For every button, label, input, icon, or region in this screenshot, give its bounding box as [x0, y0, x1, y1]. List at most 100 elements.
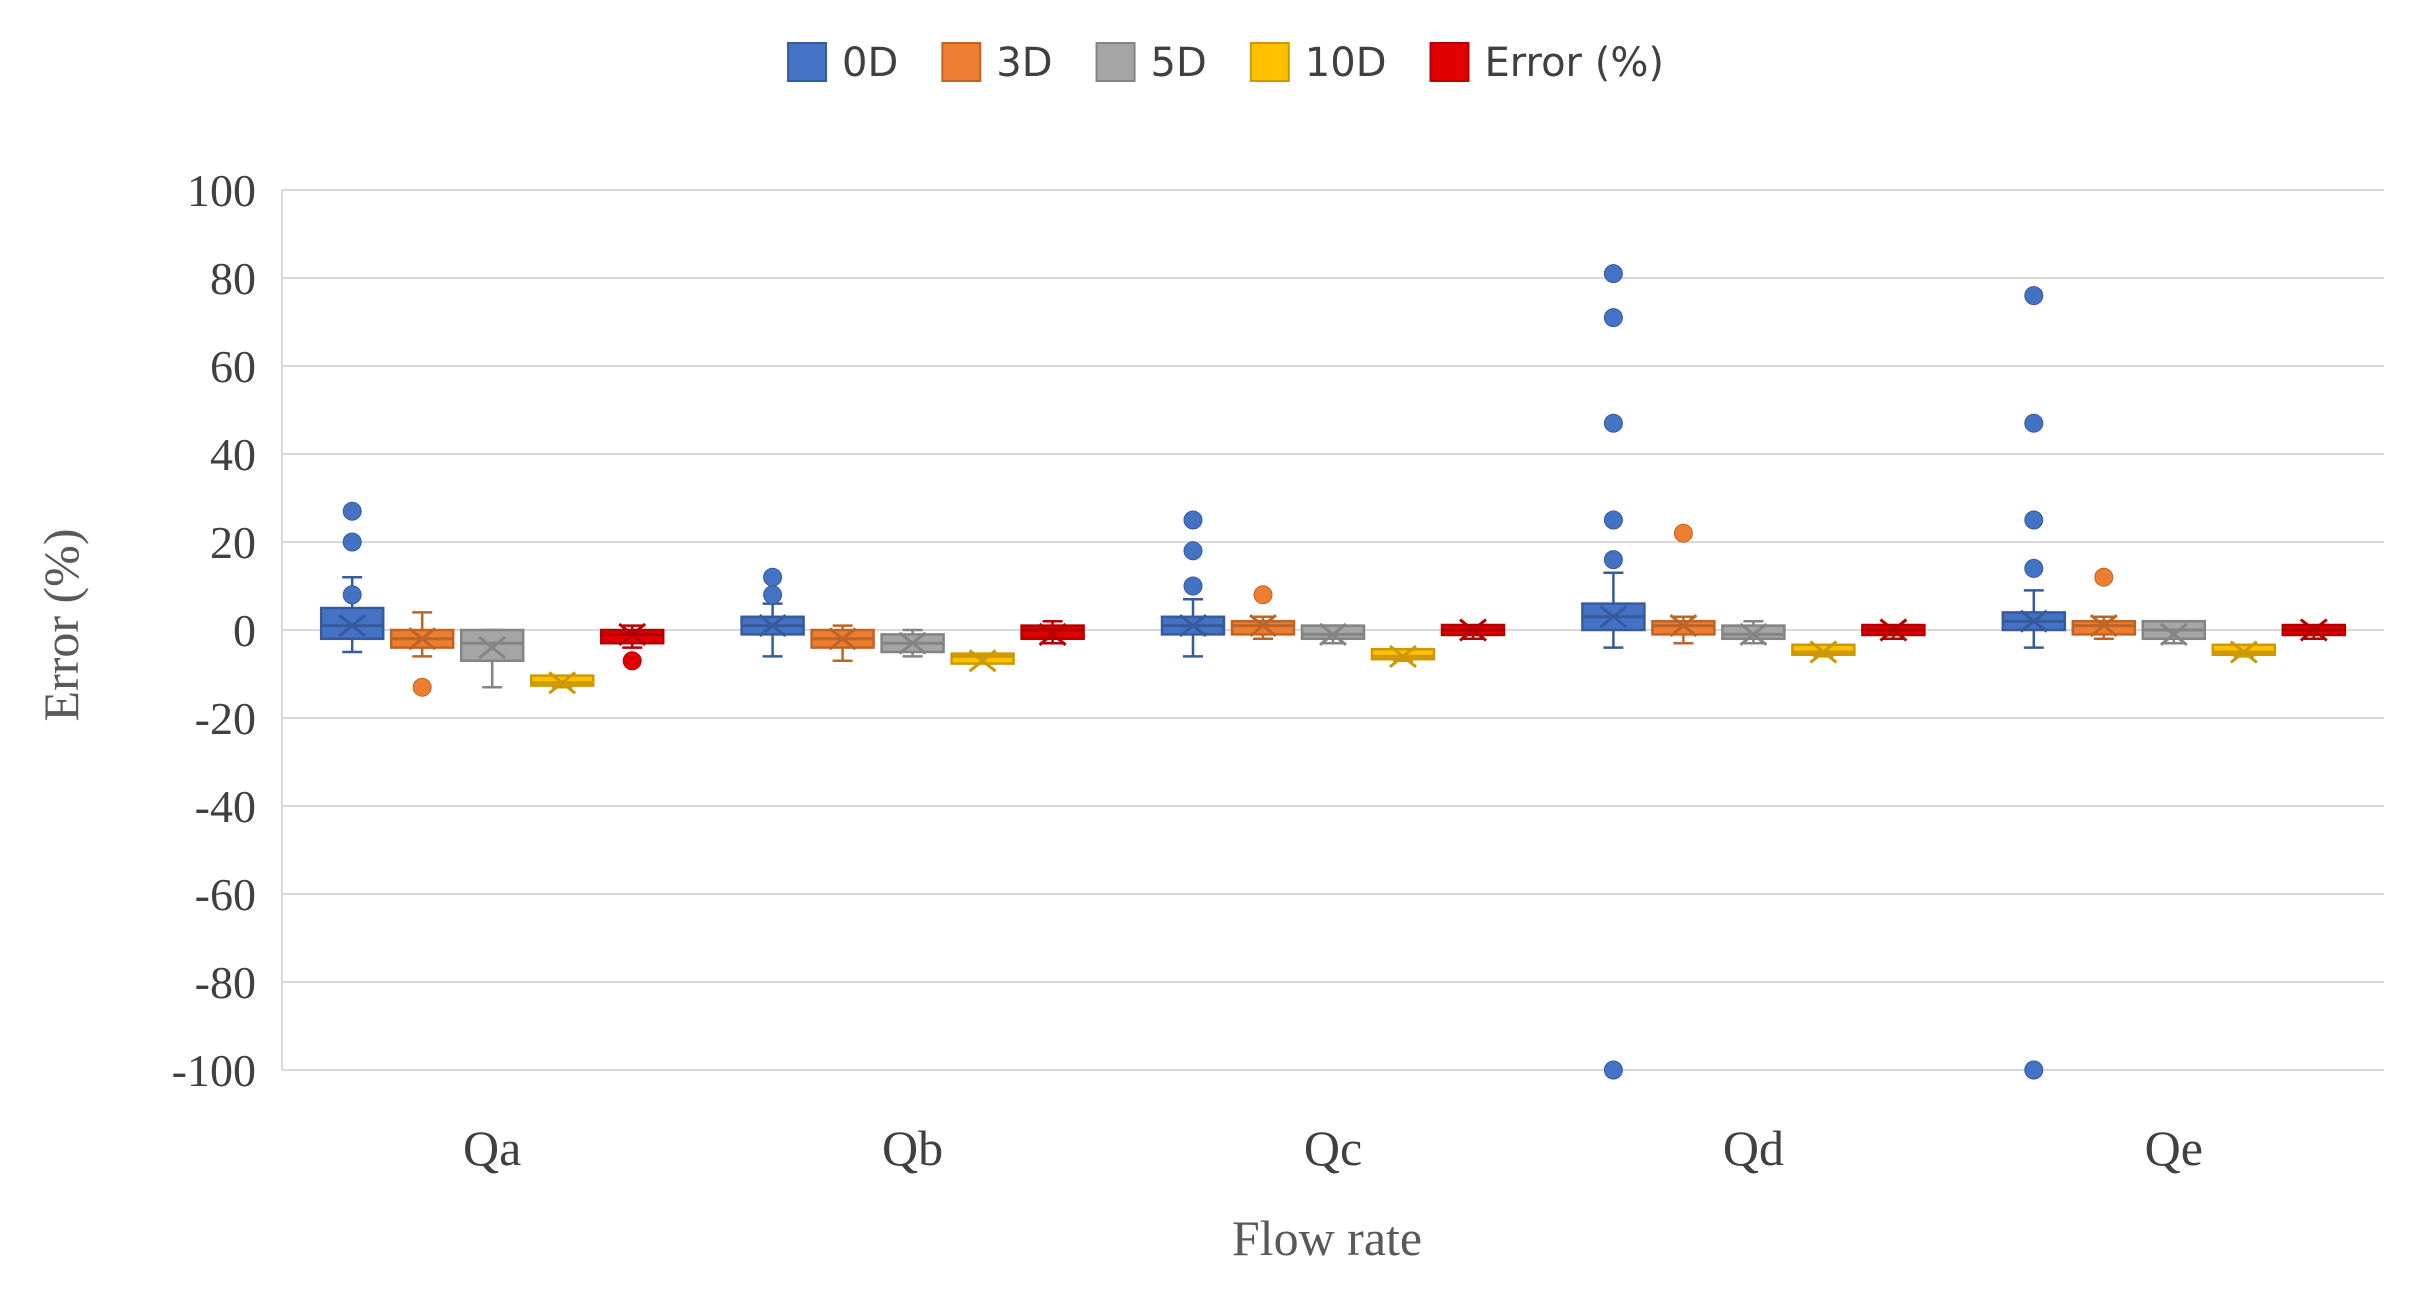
mean-marker	[548, 671, 577, 695]
mean-marker	[1809, 640, 1838, 664]
box-error-qa	[599, 622, 665, 671]
y-tick-label: 80	[210, 253, 256, 304]
box-10d-qe	[2211, 640, 2277, 664]
mean-marker	[1389, 644, 1417, 668]
box-rect	[2211, 643, 2277, 657]
legend-item-0d: 0D	[787, 40, 898, 86]
outlier-point	[1603, 413, 1623, 433]
box-rect	[459, 628, 525, 663]
mean-marker	[1739, 622, 1768, 646]
box-0d-qc	[1160, 510, 1226, 658]
legend-swatch	[1429, 42, 1470, 82]
outlier-point	[1603, 264, 1623, 284]
box-3d-qb	[810, 624, 875, 663]
legend-item-10d: 10D	[1249, 40, 1387, 86]
outlier-point	[1183, 541, 1203, 561]
x-axis-title: Flow rate	[1232, 1210, 1422, 1266]
mean-marker	[2159, 622, 2188, 646]
mean-marker	[1459, 618, 1487, 642]
mean-marker	[2299, 618, 2328, 642]
mean-marker	[478, 636, 507, 660]
y-tick-label: 100	[187, 165, 256, 216]
box-rect	[2071, 619, 2137, 636]
outlier-point	[1183, 510, 1203, 530]
y-tick-label: 40	[210, 429, 256, 480]
box-rect	[1651, 619, 1716, 636]
box-rect	[1020, 624, 1085, 641]
box-5d-qe	[2141, 619, 2207, 646]
box-error-qb	[1020, 619, 1085, 646]
outlier-point	[1603, 510, 1623, 530]
legend-swatch	[1249, 42, 1290, 82]
box-3d-qe	[2071, 567, 2137, 641]
box-error-qd	[1861, 618, 1926, 642]
outlier-point	[342, 501, 362, 521]
outlier-point	[342, 585, 362, 605]
box-0d-qe	[2001, 286, 2067, 1080]
mean-marker	[2089, 614, 2118, 638]
legend-label: 5D	[1151, 40, 1207, 86]
outlier-point	[2094, 567, 2114, 587]
outlier-point	[1603, 1060, 1623, 1080]
outlier-point	[2024, 413, 2044, 433]
mean-marker	[1249, 614, 1277, 638]
box-10d-qd	[1791, 640, 1856, 664]
y-axis-ticks: 100 80 60 40 20 0 -20 -40 -60 -80 -100	[172, 165, 256, 1096]
mean-marker	[758, 614, 787, 638]
y-tick-label: -20	[195, 693, 256, 744]
mean-marker	[1599, 605, 1628, 629]
outlier-point	[1183, 576, 1203, 596]
box-3d-qa	[389, 611, 455, 697]
legend-swatch	[1095, 42, 1136, 82]
outlier-point	[2024, 510, 2044, 530]
box-rect	[1721, 624, 1786, 641]
x-tick-label: Qd	[1723, 1120, 1784, 1176]
outlier-point	[763, 585, 783, 605]
box-rect	[529, 674, 595, 687]
outlier-point	[622, 651, 642, 671]
mean-marker	[618, 622, 647, 646]
mean-marker	[408, 627, 437, 651]
x-tick-label: Qa	[463, 1120, 521, 1176]
box-5d-qb	[880, 628, 945, 658]
mean-marker	[898, 631, 927, 655]
box-error-qe	[2281, 618, 2347, 642]
x-tick-label: Qc	[1304, 1120, 1362, 1176]
box-10d-qb	[950, 649, 1015, 673]
legend-item-3d: 3D	[941, 40, 1053, 86]
plot-area	[319, 264, 2347, 1080]
y-tick-label: -100	[172, 1045, 256, 1096]
box-rect	[1230, 619, 1296, 636]
box-3d-qc	[1230, 585, 1296, 641]
outlier-point	[763, 567, 783, 587]
outlier-point	[2024, 286, 2044, 306]
legend-label: 3D	[996, 40, 1052, 86]
y-tick-label: 60	[210, 341, 256, 392]
series-5d	[459, 619, 2207, 689]
box-rect	[1370, 647, 1436, 661]
box-0d-qd	[1581, 264, 1646, 1080]
box-10d-qc	[1370, 644, 1436, 668]
legend-item-5d: 5D	[1095, 40, 1207, 86]
mean-marker	[2229, 640, 2258, 664]
box-5d-qc	[1300, 622, 1366, 646]
mean-marker	[338, 614, 367, 638]
box-rect	[950, 652, 1015, 665]
legend: 0D 3D 5D 10D Error (%)	[787, 40, 1664, 86]
series-0d	[319, 264, 2067, 1080]
y-axis-title: Error (%)	[33, 529, 89, 722]
box-10d-qa	[529, 671, 595, 695]
legend-swatch	[787, 42, 828, 82]
box-5d-qa	[459, 628, 525, 689]
x-tick-label: Qb	[882, 1120, 943, 1176]
y-tick-label: 20	[210, 517, 256, 568]
box-rect	[319, 606, 385, 641]
y-tick-label: -60	[195, 869, 256, 920]
box-rect	[1300, 624, 1366, 641]
legend-label: Error (%)	[1485, 40, 1664, 86]
outlier-point	[1603, 308, 1623, 328]
mean-marker	[1179, 614, 1207, 638]
y-tick-label: 0	[233, 605, 256, 656]
mean-marker	[1038, 622, 1067, 646]
